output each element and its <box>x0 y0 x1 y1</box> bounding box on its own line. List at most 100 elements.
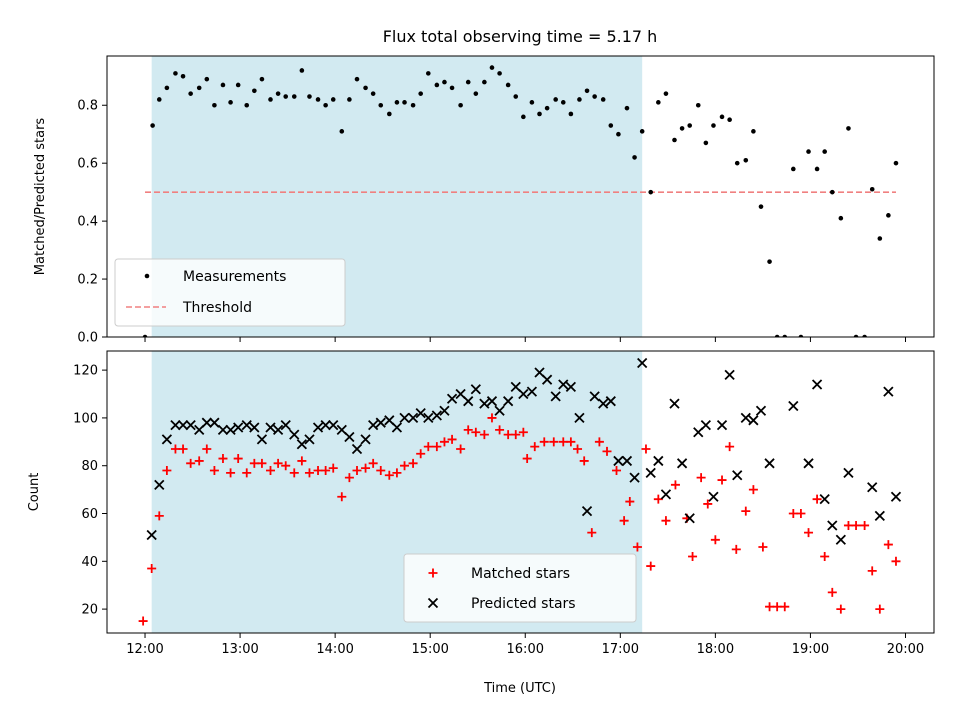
x-tick-label: 16:00 <box>507 642 544 657</box>
measurement-point <box>330 97 336 102</box>
measurement-point <box>150 123 155 128</box>
measurement-point <box>173 71 178 76</box>
measurement-point <box>418 91 423 96</box>
matched-point <box>344 473 354 483</box>
matched-point <box>748 485 758 495</box>
measurement-point <box>235 82 241 88</box>
matched-point <box>731 544 741 554</box>
legend: Measurements Threshold <box>114 258 346 327</box>
matched-point <box>703 499 713 509</box>
measurement-point <box>410 102 416 108</box>
measurement-point <box>442 79 447 85</box>
predicted-point <box>360 434 371 445</box>
predicted-point <box>446 393 458 404</box>
measurement-point <box>829 189 835 195</box>
matched-point <box>233 454 243 464</box>
matched-point <box>661 516 671 526</box>
predicted-point <box>867 482 878 493</box>
matched-point <box>170 444 180 454</box>
measurement-point <box>489 65 495 70</box>
measurement-point <box>244 102 250 108</box>
predicted-point <box>399 412 410 424</box>
measurement-point <box>473 91 479 96</box>
measurement-point <box>782 334 788 337</box>
measurement-point <box>275 91 281 96</box>
predicted-point <box>788 400 799 412</box>
measurement-point <box>838 215 844 221</box>
measurement-point <box>387 111 392 117</box>
y-tick-label: 80 <box>81 459 98 474</box>
measurement-point <box>283 94 289 99</box>
measurement-point <box>743 157 749 163</box>
measurement-point <box>164 85 170 91</box>
measurement-point <box>434 82 440 88</box>
legend-label-predicted: Predicted stars <box>471 596 576 612</box>
matched-point <box>495 425 505 435</box>
predicted-point <box>351 443 363 455</box>
matched-point <box>851 520 861 530</box>
predicted-point <box>883 386 894 397</box>
measurement-point <box>679 126 685 131</box>
matched-point <box>594 437 604 447</box>
matched-point <box>447 434 457 444</box>
measurement-point <box>196 85 202 91</box>
measurement-point <box>616 131 621 137</box>
legend-marker-measurements <box>144 273 150 279</box>
measurement-point <box>846 126 851 131</box>
matched-point <box>249 458 259 468</box>
x-tick-label: 20:00 <box>887 642 924 657</box>
measurement-point <box>544 105 550 111</box>
matched-point <box>392 468 402 478</box>
predicted-point <box>328 419 339 431</box>
predicted-point <box>629 472 640 483</box>
measurement-point <box>632 155 637 160</box>
matched-point <box>891 556 901 566</box>
axes-frame <box>106 350 935 634</box>
y-tick-label: 0.6 <box>77 157 98 172</box>
bottom-panel: 12:00 13:00 14:00 15:00 16:00 17:00 18:00 19:00… <box>27 350 935 657</box>
measurement-point <box>608 123 614 128</box>
measurement-point <box>347 97 352 102</box>
x-tick-label: 14:00 <box>316 642 353 657</box>
predicted-point <box>827 520 838 531</box>
chart-title: Flux total observing time = 5.17 h <box>383 27 658 46</box>
matched-point <box>304 468 314 478</box>
predicted-point <box>637 357 648 369</box>
measurement-point <box>323 102 328 108</box>
predicted-point <box>565 381 577 392</box>
measurement-point <box>758 204 764 209</box>
measurement-point <box>774 334 780 337</box>
matched-point <box>883 540 893 550</box>
measurement-point <box>893 160 899 166</box>
matched-point <box>812 494 822 504</box>
predicted-point <box>423 412 434 424</box>
predicted-point <box>407 412 419 424</box>
matched-point <box>439 437 449 447</box>
matched-point <box>361 463 371 473</box>
predicted-point <box>431 410 442 421</box>
measurement-point <box>252 88 257 94</box>
measurement-point <box>268 97 273 102</box>
matched-point <box>804 528 814 538</box>
predicted-point <box>653 455 664 467</box>
measurement-point <box>869 186 875 192</box>
measurement-point <box>465 79 471 85</box>
measurement-point <box>425 71 431 76</box>
predicted-point <box>415 407 426 419</box>
measurement-point <box>703 140 709 146</box>
legend-marker-predicted <box>427 597 439 609</box>
predicted-point <box>368 419 379 431</box>
predicted-point <box>669 398 680 409</box>
matched-point <box>209 465 219 475</box>
predicted-point <box>803 458 814 469</box>
predicted-point <box>740 412 751 424</box>
matched-point <box>376 465 386 475</box>
matched-point <box>573 444 583 454</box>
matched-point <box>646 561 656 571</box>
measurement-point <box>695 102 701 108</box>
matched-point <box>796 509 806 519</box>
measurement-point <box>822 149 827 154</box>
measurement-point <box>806 149 811 154</box>
matched-point <box>416 449 426 459</box>
matched-point <box>625 497 635 507</box>
